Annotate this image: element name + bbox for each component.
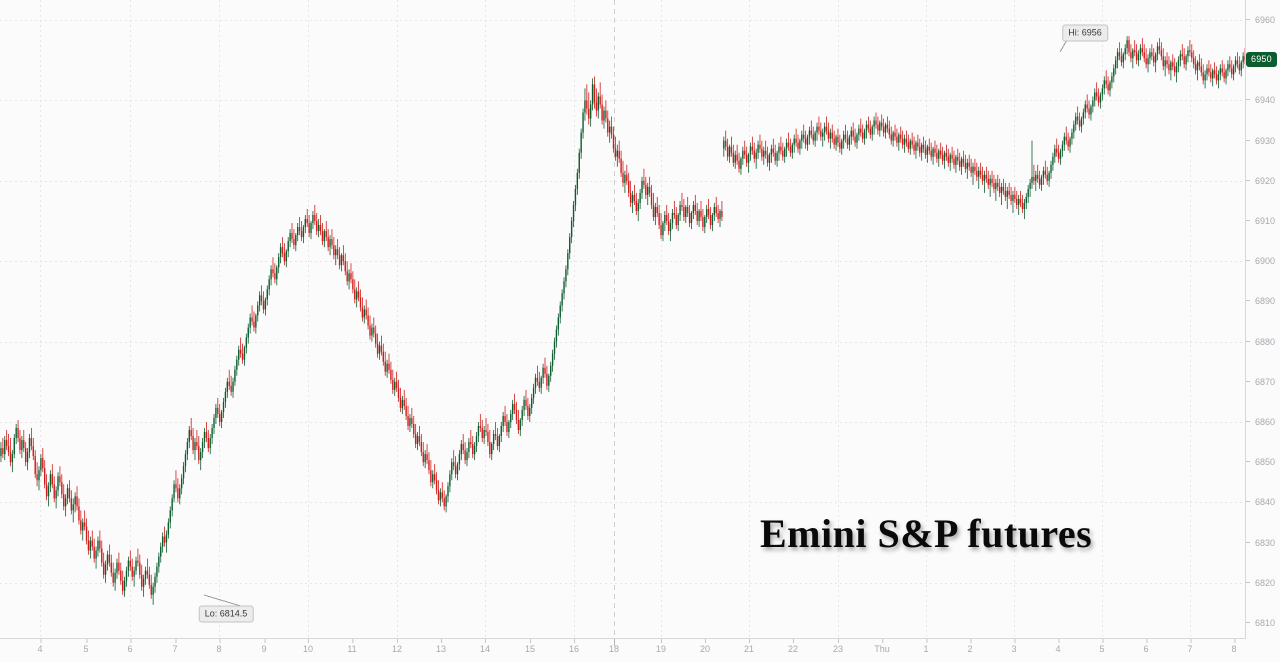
time-tick-label: 21 bbox=[744, 639, 754, 662]
time-axis[interactable]: 4 5 6 7 8 9 10 11 12 13 14 15 16 18 19 20 21 22 23 Thu 1 2 3 4 5… bbox=[0, 638, 1246, 662]
time-tick-label: 2 bbox=[967, 639, 973, 662]
last-price-badge: 6950 bbox=[1247, 53, 1276, 67]
time-tick-label: 8 bbox=[1231, 639, 1237, 662]
price-tick-label: 6870 bbox=[1246, 376, 1280, 388]
price-tick-label: 6930 bbox=[1246, 135, 1280, 147]
low-price-callout: Lo: 6814.5 bbox=[198, 605, 254, 623]
time-tick-label: 9 bbox=[261, 639, 267, 662]
price-axis[interactable]: 6960 6950 6940 6930 6920 6910 6900 6890 6880 6870… bbox=[1245, 0, 1280, 639]
time-tick-label: 14 bbox=[480, 639, 490, 662]
price-tick-label: 6960 bbox=[1246, 14, 1280, 26]
price-tick-label: 6940 bbox=[1246, 94, 1280, 106]
time-tick-label: 10 bbox=[303, 639, 313, 662]
time-tick-label: 6 bbox=[127, 639, 133, 662]
time-tick-label: 13 bbox=[436, 639, 446, 662]
time-tick-label: 7 bbox=[1187, 639, 1193, 662]
gridlines bbox=[0, 0, 1246, 639]
time-tick-label: 5 bbox=[83, 639, 89, 662]
price-tick-label: 6900 bbox=[1246, 255, 1280, 267]
candlestick-series bbox=[0, 36, 1246, 605]
price-tick-label: 6850 bbox=[1246, 456, 1280, 468]
price-tick-label: 6810 bbox=[1246, 617, 1280, 629]
price-tick-label: 6840 bbox=[1246, 496, 1280, 508]
time-tick-label: 4 bbox=[37, 639, 43, 662]
time-tick-label: 1 bbox=[923, 639, 929, 662]
time-tick-label: 8 bbox=[216, 639, 222, 662]
time-tick-label: 5 bbox=[1099, 639, 1105, 662]
time-tick-label: 22 bbox=[788, 639, 798, 662]
time-tick-label: 6 bbox=[1143, 639, 1149, 662]
time-tick-label: 3 bbox=[1011, 639, 1017, 662]
plot-area[interactable]: Emini S&P futures Hi: 6956 Lo: 6814.5 bbox=[0, 0, 1246, 639]
price-tick-label: 6820 bbox=[1246, 577, 1280, 589]
price-tick-label: 6880 bbox=[1246, 336, 1280, 348]
time-tick-label: 4 bbox=[1055, 639, 1061, 662]
time-tick-label: 12 bbox=[392, 639, 402, 662]
high-price-callout: Hi: 6956 bbox=[1062, 24, 1108, 42]
time-tick-label: 19 bbox=[656, 639, 666, 662]
time-tick-label: 7 bbox=[172, 639, 178, 662]
time-tick-label: 23 bbox=[833, 639, 843, 662]
price-tick-label: 6910 bbox=[1246, 215, 1280, 227]
time-tick-label: 16 bbox=[569, 639, 579, 662]
time-tick-label: 11 bbox=[347, 639, 357, 662]
price-tick-label: 6920 bbox=[1246, 175, 1280, 187]
price-tick-label: 6890 bbox=[1246, 295, 1280, 307]
time-tick-label: 18 bbox=[609, 639, 619, 662]
time-tick-label: Thu bbox=[874, 639, 890, 662]
chart-watermark: Emini S&P futures bbox=[760, 511, 1093, 556]
time-tick-label: 20 bbox=[700, 639, 710, 662]
price-tick-label: 6830 bbox=[1246, 537, 1280, 549]
time-tick-label: 15 bbox=[525, 639, 535, 662]
price-tick-label: 6860 bbox=[1246, 416, 1280, 428]
callout-leaders bbox=[203, 39, 1068, 608]
